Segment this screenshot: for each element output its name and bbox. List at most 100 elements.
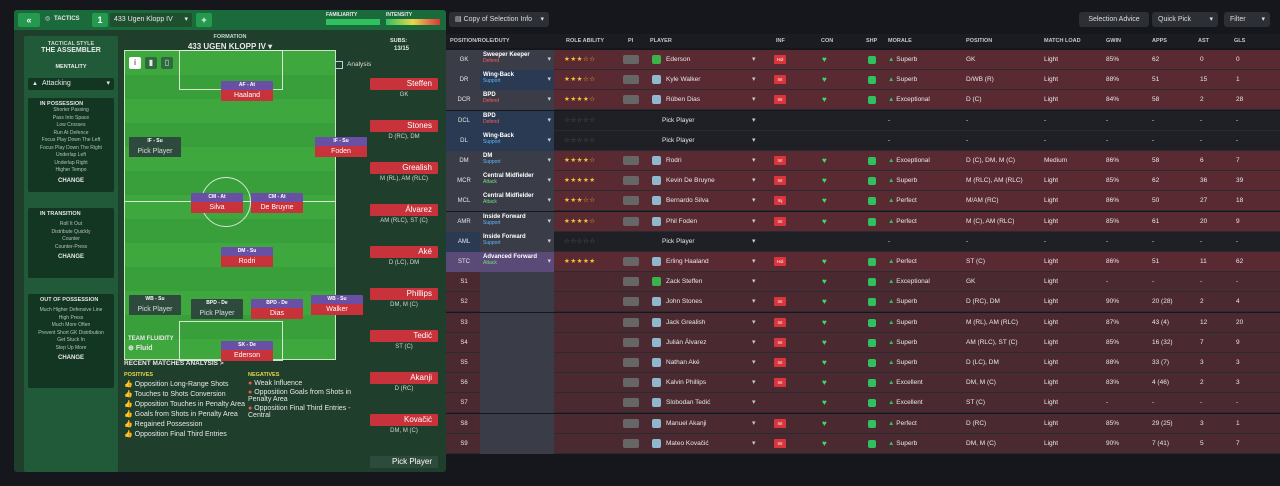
col-morale[interactable]: MORALE [888,38,912,44]
table-row[interactable]: S8 Manuel Akanji ▾ Int ♥ ▲ Perfect D (RC) Light… [446,413,1280,434]
player-card-wb-left[interactable]: WB - Su Pick Player [129,295,181,315]
player-name[interactable]: Zack Steffen [666,278,703,286]
chevron-down-icon[interactable]: ▾ [752,318,756,326]
player-instructions-icon[interactable] [623,358,639,367]
chevron-down-icon[interactable]: ▾ [752,237,756,245]
sub-card[interactable]: Álvarez AM (RLC), ST (C) [370,204,438,224]
table-row[interactable]: AMR Inside Forward Support ▾ ★★★★☆ Phil Fo… [446,211,1280,232]
chevron-down-icon[interactable]: ▾ [752,197,756,205]
role-selector[interactable]: DM Support ▾ [480,151,554,171]
role-selector[interactable]: Central Midfielder Attack ▾ [480,171,554,192]
change-out-of-possession-button[interactable]: CHANGE [57,355,84,361]
player-instructions-icon[interactable] [623,176,639,186]
player-card-silva[interactable]: CM - At Silva [191,193,243,213]
table-row[interactable]: DM DM Support ▾ ★★★★☆ Rodri ▾ Int ♥ ▲ Exceptio… [446,151,1280,171]
player-card-bpd-left[interactable]: BPD - De Pick Player [191,299,243,319]
formation-selector[interactable]: 433 UGEN KLOPP IV ▾ [124,42,336,51]
chevron-down-icon[interactable]: ▾ [752,338,756,346]
table-row[interactable]: S9 Mateo Kovačić ▾ Int ♥ ▲ Superb DM, M (C) Lig… [446,433,1280,454]
player-card-ederson[interactable]: SK - De Ederson [221,341,273,361]
player-name[interactable]: John Stones [666,298,703,306]
role-selector[interactable]: Inside Forward Support ▾ [480,211,554,232]
change-in-transition-button[interactable]: CHANGE [57,254,84,260]
quick-pick-dropdown[interactable]: Quick Pick ▾ [1152,12,1218,27]
player-name[interactable]: Jack Grealish [666,318,706,326]
col-pi[interactable]: PI [628,38,634,44]
col-shp[interactable]: SHP [866,38,878,44]
player-name[interactable]: Julián Álvarez [666,338,707,346]
player-name[interactable]: Ederson [666,56,691,63]
chevron-down-icon[interactable]: ▾ [752,298,756,306]
player-instructions-icon[interactable] [623,95,639,105]
role-selector[interactable]: Sweeper Keeper Defend ▾ [480,50,554,70]
player-instructions-icon[interactable] [623,257,639,266]
player-instructions-icon[interactable] [623,297,639,307]
table-row[interactable]: MCR Central Midfielder Attack ▾ ★★★★★ Kevi… [446,171,1280,192]
chevron-down-icon[interactable]: ▾ [752,116,756,124]
player-instructions-icon[interactable] [623,398,639,408]
chevron-down-icon[interactable]: ▾ [752,96,756,104]
role-selector[interactable]: Wing-Back Support ▾ [480,130,554,151]
sub-card[interactable]: Phillips DM, M (C) [370,288,438,308]
player-name[interactable]: Mateo Kovačić [666,439,709,447]
table-row[interactable]: GK Sweeper Keeper Defend ▾ ★★★☆☆ Ederson ▾ H… [446,50,1280,70]
player-card-dias[interactable]: BPD - De Dias [251,299,303,319]
table-row[interactable]: S7 Slobodan Tedić ▾ ♥ ▲ Excellent ST (C) Light… [446,393,1280,414]
tactic-slot[interactable]: 1 [92,13,108,27]
player-instructions-icon[interactable] [623,75,639,85]
info-icon[interactable]: i [129,57,141,69]
player-name[interactable]: Phil Foden [666,217,698,225]
player-instructions-icon[interactable] [623,277,639,287]
player-name[interactable]: Bernardo Silva [666,197,709,205]
tactic-selector[interactable]: 433 Ugen Klopp IV ▾ [110,13,192,27]
player-name[interactable]: Pick Player [662,136,695,144]
player-instructions-icon[interactable] [623,156,639,165]
col-player[interactable]: PLAYER [650,38,672,44]
col-gwin[interactable]: GWIN [1106,38,1121,44]
player-instructions-icon[interactable] [623,317,639,327]
clipboard-icon[interactable]: ▯ [161,57,173,69]
role-selector[interactable]: Advanced Forward Attack ▾ [480,252,554,272]
selection-advice-button[interactable]: Selection Advice [1079,12,1149,27]
table-row[interactable]: S3 Jack Grealish ▾ Int ♥ ▲ Superb M (RL), AM (… [446,312,1280,333]
player-name[interactable]: Kevin De Bruyne [666,177,715,185]
player-instructions-icon[interactable] [623,196,639,206]
chevron-down-icon[interactable]: ▾ [752,217,756,225]
player-instructions-icon[interactable] [623,418,639,428]
player-name[interactable]: Erling Haaland [666,258,709,265]
bar-chart-icon[interactable]: ▮ [145,57,157,69]
player-name[interactable]: Kyle Walker [666,76,701,84]
col-position[interactable]: POSITION [966,38,993,44]
chevron-down-icon[interactable]: ▾ [752,136,756,144]
col-con[interactable]: CON [821,38,834,44]
chevron-down-icon[interactable]: ▾ [752,379,756,387]
table-row[interactable]: DCL BPD Defend ▾ ☆☆☆☆☆ Pick Player ▾ - - - - - - - [446,110,1280,131]
player-instructions-icon[interactable] [623,55,639,64]
chevron-down-icon[interactable]: ▾ [752,278,756,286]
player-name[interactable]: Pick Player [662,116,695,124]
analysis-checkbox[interactable] [335,61,343,69]
collapse-button[interactable]: « [18,13,40,27]
player-name[interactable]: Slobodan Tedić [666,399,711,407]
player-name[interactable]: Rodri [666,157,682,164]
player-instructions-icon[interactable] [623,438,639,448]
sub-card[interactable]: Kovačić DM, M (C) [370,414,438,434]
sub-card[interactable]: Tedić ST (C) [370,330,438,350]
table-row[interactable]: S4 Julián Álvarez ▾ Int ♥ ▲ Superb AM (RLC), S… [446,332,1280,353]
sub-card[interactable]: Pick Player [370,456,438,468]
player-card-if-left[interactable]: IF - Su Pick Player [129,137,181,157]
sub-card[interactable]: Akanji D (RC) [370,372,438,392]
table-row[interactable]: DCR BPD Defend ▾ ★★★★☆ Rúben Dias ▾ Int ♥ ▲ Ex… [446,90,1280,111]
chevron-down-icon[interactable]: ▾ [752,419,756,427]
chevron-down-icon[interactable]: ▾ [752,56,756,63]
recent-matches-analysis-link[interactable]: RECENT MATCHES ANALYSIS > [124,360,224,367]
chevron-down-icon[interactable]: ▾ [752,76,756,84]
mentality-select[interactable]: ▲ Attacking ▾ [28,78,114,90]
table-row[interactable]: DL Wing-Back Support ▾ ☆☆☆☆☆ Pick Player ▾ -… [446,130,1280,151]
player-name[interactable]: Pick Player [662,237,695,245]
chevron-down-icon[interactable]: ▾ [752,177,756,185]
player-card-walker[interactable]: WB - Su Walker [311,295,363,315]
chevron-down-icon[interactable]: ▾ [752,258,756,265]
player-name[interactable]: Kalvin Phillips [666,379,707,387]
player-name[interactable]: Rúben Dias [666,96,700,104]
